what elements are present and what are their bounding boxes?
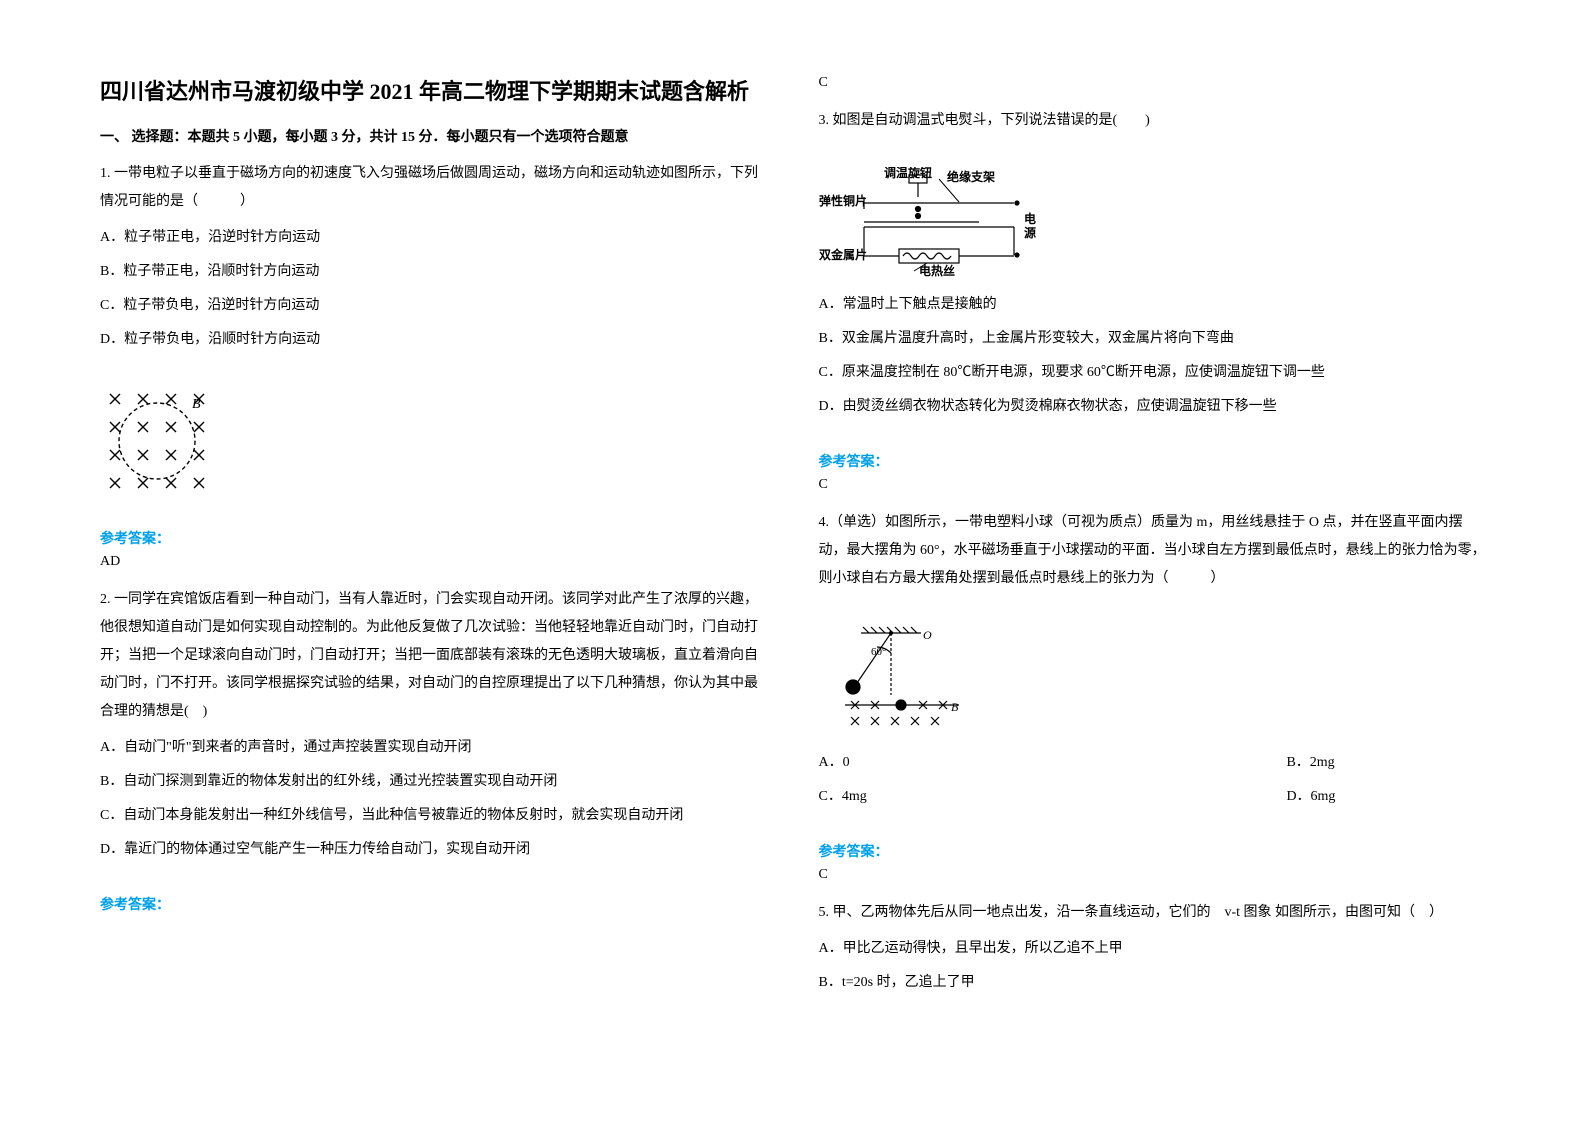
q3-answer-label: 参考答案： [819,451,1488,471]
question-4: 4.（单选）如图所示，一带电塑料小球（可视为质点）质量为 m，用丝线悬挂于 O … [819,509,1488,601]
q4-option-a: A．0 [819,749,1287,777]
q2-answer-label: 参考答案： [100,894,769,914]
q4-svg: O 60° B [819,625,979,735]
label-b: B [951,700,959,714]
label-spring: 弹性铜片 [819,193,867,208]
q1-option-c: C．粒子带负电，沿逆时针方向运动 [100,292,769,320]
right-column: C 3. 如图是自动调温式电熨斗，下列说法错误的是( ) [819,75,1488,1047]
q3-option-a: A．常温时上下触点是接触的 [819,291,1488,319]
cross-grid [110,394,204,488]
document-title: 四川省达州市马渡初级中学 2021 年高二物理下学期期末试题含解析 [100,75,769,108]
left-column: 四川省达州市马渡初级中学 2021 年高二物理下学期期末试题含解析 一、 选择题… [100,75,769,1047]
trajectory-circle [119,403,195,479]
q1-answer: AD [100,554,769,570]
q3-option-b: B．双金属片温度升高时，上金属片形变较大，双金属片将向下弯曲 [819,325,1488,353]
q3-svg: 调温旋钮 弹性铜片 绝缘支架 电 源 双金属片 电热丝 [819,167,1049,277]
question-4-options: A．0 B．2mg C．4mg D．6mg [819,749,1488,817]
section-header: 一、 选择题：本题共 5 小题，每小题 3 分，共计 15 分．每小题只有一个选… [100,126,769,146]
q1-option-b: B．粒子带正电，沿顺时针方向运动 [100,258,769,286]
q3-answer: C [819,477,1488,493]
label-bimetal: 双金属片 [819,247,867,262]
q2-option-a: A．自动门"听"到来者的声音时，通过声控装置实现自动开闭 [100,734,769,762]
q4-answer-label: 参考答案： [819,841,1488,861]
label-support: 绝缘支架 [947,169,995,184]
label-power-1: 电 [1024,211,1036,226]
q1-option-a: A．粒子带正电，沿逆时针方向运动 [100,224,769,252]
q2-stem: 2. 一同学在宾馆饭店看到一种自动门，当有人靠近时，门会实现自动开闭。该同学对此… [100,586,769,726]
q5-stem: 5. 甲、乙两物体先后从同一地点出发，沿一条直线运动，它们的 v-t 图象 如图… [819,899,1488,927]
label-power-2: 源 [1024,225,1036,240]
q3-diagram: 调温旋钮 弹性铜片 绝缘支架 电 源 双金属片 电热丝 [819,167,1488,277]
question-3: 3. 如图是自动调温式电熨斗，下列说法错误的是( ) [819,107,1488,143]
q1-diagram: B [100,384,769,504]
q1-stem: 1. 一带电粒子以垂直于磁场方向的初速度飞入匀强磁场后做圆周运动，磁场方向和运动… [100,160,769,216]
label-angle: 60° [871,646,886,658]
question-5: 5. 甲、乙两物体先后从同一地点出发，沿一条直线运动，它们的 v-t 图象 如图… [819,899,1488,1003]
label-knob: 调温旋钮 [884,167,932,180]
q2-answer: C [819,75,1488,91]
label-o: O [923,628,932,642]
q4-option-b: B．2mg [1286,749,1487,777]
q3-option-c: C．原来温度控制在 80℃断开电源，现要求 60℃断开电源，应使调温旋钮下调一些 [819,359,1488,387]
q4-diagram: O 60° B [819,625,1488,735]
question-1: 1. 一带电粒子以垂直于磁场方向的初速度飞入匀强磁场后做圆周运动，磁场方向和运动… [100,160,769,360]
question-3-options: A．常温时上下触点是接触的 B．双金属片温度升高时，上金属片形变较大，双金属片将… [819,291,1488,427]
question-2: 2. 一同学在宾馆饭店看到一种自动门，当有人靠近时，门会实现自动开闭。该同学对此… [100,586,769,870]
q2-option-d: D．靠近门的物体通过空气能产生一种压力传给自动门，实现自动开闭 [100,836,769,864]
q5-option-b: B．t=20s 时，乙追上了甲 [819,969,1488,997]
q1-svg: B [100,384,220,504]
q2-option-c: C．自动门本身能发射出一种红外线信号，当此种信号被靠近的物体反射时，就会实现自动… [100,802,769,830]
q3-stem: 3. 如图是自动调温式电熨斗，下列说法错误的是( ) [819,107,1488,135]
q5-option-a: A．甲比乙运动得快，且早出发，所以乙追不上甲 [819,935,1488,963]
q4-answer: C [819,867,1488,883]
q2-option-b: B．自动门探测到靠近的物体发射出的红外线，通过光控装置实现自动开闭 [100,768,769,796]
label-b: B [192,397,201,412]
q1-option-d: D．粒子带负电，沿顺时针方向运动 [100,326,769,354]
q1-answer-label: 参考答案： [100,528,769,548]
q3-option-d: D．由熨烫丝绸衣物状态转化为熨烫棉麻衣物状态，应使调温旋钮下移一些 [819,393,1488,421]
q4-option-d: D．6mg [1286,783,1487,811]
q4-option-c: C．4mg [819,783,1287,811]
q4-stem: 4.（单选）如图所示，一带电塑料小球（可视为质点）质量为 m，用丝线悬挂于 O … [819,509,1488,593]
